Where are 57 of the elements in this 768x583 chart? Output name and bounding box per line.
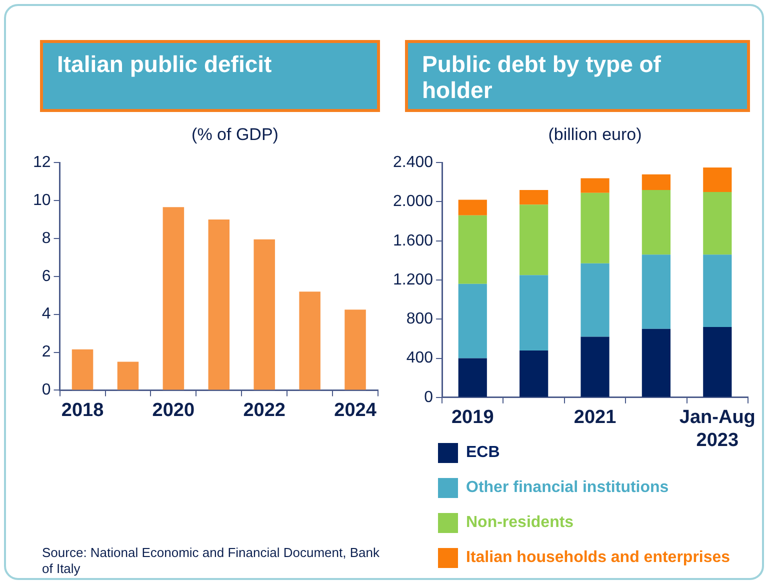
bar	[580, 178, 610, 193]
bar	[703, 326, 732, 397]
legend-label: Non-residents	[466, 514, 574, 532]
bar	[703, 167, 732, 192]
bar	[458, 200, 487, 216]
bar	[580, 192, 610, 264]
bar	[520, 204, 548, 276]
bar	[642, 254, 671, 329]
bar	[580, 263, 610, 337]
bar	[458, 215, 487, 284]
bar	[520, 350, 548, 397]
bar	[117, 362, 139, 390]
x-tick-label: 2020	[152, 400, 195, 421]
y-tick-label: 800	[406, 310, 434, 328]
x-tick-label: 2024	[334, 400, 377, 421]
bar	[642, 174, 671, 190]
y-tick-label: 2	[42, 344, 51, 361]
chart-title: Public debt by type of holder	[405, 40, 750, 112]
bar	[642, 328, 671, 397]
bar	[642, 190, 671, 255]
bar	[254, 239, 275, 390]
bar	[703, 254, 732, 327]
y-tick-label: 1.200	[392, 271, 434, 288]
chart-subtitle: (% of GDP)	[190, 125, 280, 145]
y-tick-label: 4	[42, 306, 51, 323]
bar	[72, 349, 94, 390]
y-tick-label: 400	[406, 350, 434, 367]
y-tick-label: 1.600	[392, 232, 434, 250]
bar	[580, 336, 610, 397]
chart-title: Italian public deficit	[40, 40, 380, 112]
bar	[458, 358, 487, 397]
bar	[458, 284, 487, 358]
bar	[344, 310, 366, 390]
x-tick-label: 2019	[451, 407, 494, 428]
y-tick-label: 0	[424, 388, 434, 406]
x-tick-label: 2021	[574, 407, 617, 428]
y-tick-label: 6	[42, 268, 51, 285]
y-tick-label: 0	[42, 382, 51, 399]
y-tick-label: 2.000	[392, 193, 434, 210]
bar	[208, 220, 230, 390]
bar	[299, 292, 320, 390]
source-note: Source: National Economic and Financial Document, Bank of Italy	[42, 545, 380, 577]
x-tick-label: 2018	[61, 400, 104, 421]
y-tick-label: 2.400	[392, 154, 434, 172]
legend-label: Other financial institutions	[466, 478, 669, 496]
y-tick-label: 10	[33, 192, 51, 209]
bar	[162, 207, 184, 390]
legend-label: ECB	[466, 444, 500, 462]
chart-subtitle: (billion euro)	[547, 125, 643, 145]
y-tick-label: 8	[42, 230, 51, 247]
bar	[703, 192, 732, 255]
legend-label: Italian households and enterprises	[466, 548, 730, 566]
y-tick-label: 12	[33, 154, 51, 172]
x-tick-label: Jan-Aug 2023	[679, 407, 756, 451]
x-tick-label: 2022	[243, 400, 286, 421]
bar	[520, 275, 548, 350]
bar	[520, 190, 548, 205]
